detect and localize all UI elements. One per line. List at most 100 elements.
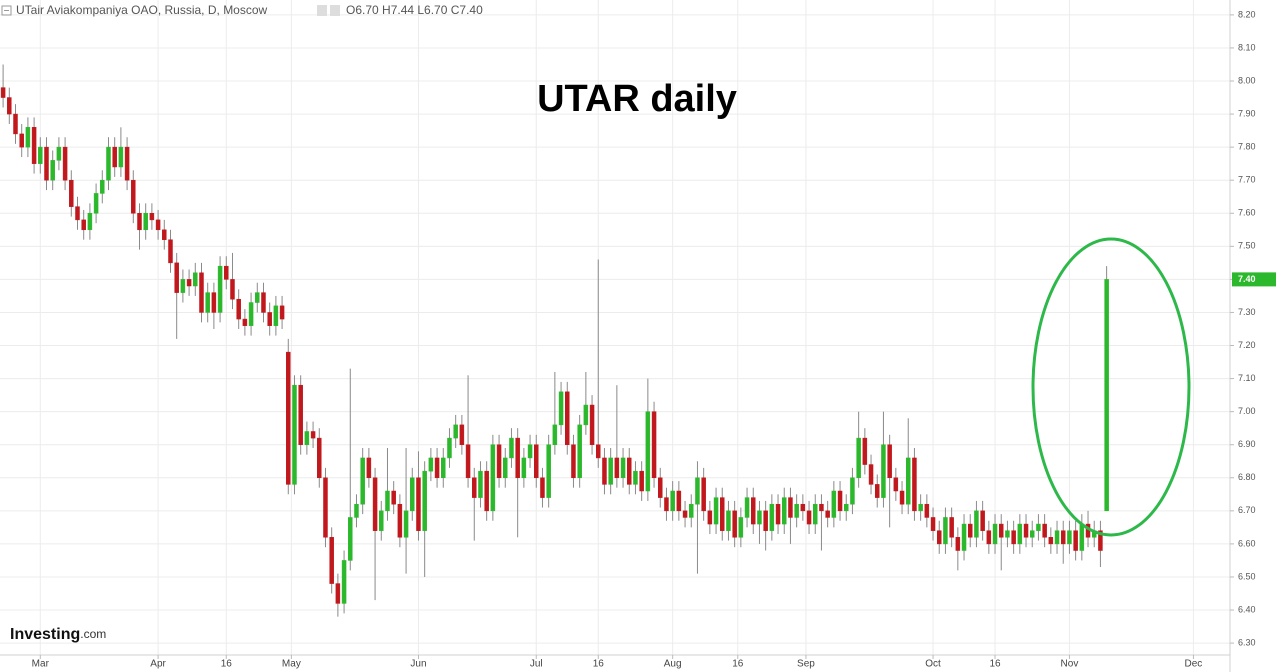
candle-body <box>360 457 365 505</box>
candle-body <box>211 292 217 313</box>
candle-body <box>856 437 861 479</box>
candle-body <box>341 560 347 604</box>
candle-body <box>25 127 31 148</box>
candle-body <box>261 292 266 313</box>
candle-body <box>1017 523 1023 545</box>
candle-body <box>1067 530 1072 545</box>
candle-body <box>868 464 874 485</box>
candle-body <box>124 146 130 181</box>
y-tick-label: 8.00 <box>1238 75 1256 85</box>
candle-body <box>403 510 409 538</box>
candle-body <box>472 477 477 498</box>
candle-body <box>986 530 992 545</box>
candle-body <box>1079 523 1085 551</box>
candle-body <box>546 444 551 498</box>
candle-body <box>317 437 322 479</box>
y-tick-label: 6.50 <box>1238 571 1256 581</box>
y-tick-label: 6.70 <box>1238 505 1256 515</box>
candle-body <box>279 305 285 320</box>
ohlc-label: O6.70 H7.44 L6.70 C7.40 <box>346 3 483 17</box>
candle-body <box>812 503 818 525</box>
candle-body <box>1023 523 1029 538</box>
candle-body <box>701 477 706 512</box>
y-tick-label: 7.70 <box>1238 175 1256 185</box>
candle-body <box>248 302 254 326</box>
candle-body <box>850 477 855 505</box>
x-tick-label: 16 <box>732 659 744 670</box>
candle-body <box>379 510 384 531</box>
candle-body <box>620 457 626 479</box>
y-tick-label: 7.10 <box>1238 373 1256 383</box>
candle-body <box>217 265 223 313</box>
candle-body <box>69 179 74 207</box>
candle-body <box>639 470 644 492</box>
candle-body <box>899 490 905 505</box>
candle-body <box>781 497 787 525</box>
candle-body <box>912 457 917 512</box>
candle-body <box>19 133 24 148</box>
candle-body <box>174 262 179 293</box>
y-tick-label: 6.60 <box>1238 538 1256 548</box>
candle-body <box>428 457 434 472</box>
candle-body <box>583 404 589 426</box>
candle-body <box>236 298 241 320</box>
candle-body <box>627 457 632 485</box>
candle-body <box>769 503 775 531</box>
candle-body <box>831 490 837 518</box>
candle-body <box>0 87 6 98</box>
candle-body <box>298 384 303 445</box>
candle-body <box>224 265 229 280</box>
candle-body <box>757 510 762 525</box>
candle-body <box>465 444 471 479</box>
candle-body <box>205 292 210 313</box>
candle-body <box>335 583 341 604</box>
candle-body <box>1042 523 1047 538</box>
candle-body <box>577 424 582 479</box>
candle-body <box>874 484 880 498</box>
y-tick-label: 6.30 <box>1238 637 1256 647</box>
last-price-label: 7.40 <box>1238 274 1256 284</box>
candle-body <box>887 444 892 479</box>
candle-body <box>1060 530 1066 545</box>
candle-body <box>168 239 173 264</box>
candle-body <box>50 160 55 181</box>
candle-body <box>515 437 520 479</box>
x-tick-label: Dec <box>1185 659 1203 670</box>
candle-body <box>193 272 198 287</box>
y-tick-label: 6.40 <box>1238 604 1256 614</box>
candle-body <box>453 424 458 439</box>
grid <box>0 0 1230 655</box>
x-tick-label: Sep <box>797 659 815 670</box>
candles <box>0 64 1109 617</box>
candle-body <box>763 510 768 531</box>
close-icon[interactable] <box>330 5 340 16</box>
candle-body <box>155 219 161 231</box>
candle-body <box>230 279 235 300</box>
candle-body <box>434 457 440 479</box>
candle-body <box>1036 523 1041 531</box>
candle-body <box>1029 530 1035 538</box>
candle-body <box>75 206 80 221</box>
candle-body <box>720 497 725 531</box>
candle-body <box>744 497 750 518</box>
candle-body <box>509 437 514 459</box>
candle-body <box>484 470 489 512</box>
candle-body <box>571 444 576 479</box>
candle-body <box>310 431 316 439</box>
candle-body <box>819 503 824 512</box>
watermark-suffix: .com <box>80 627 106 641</box>
settings-icon[interactable] <box>317 5 327 16</box>
collapse-icon[interactable] <box>1 5 12 16</box>
x-tick-label: Mar <box>32 659 50 670</box>
candle-body <box>800 503 806 512</box>
y-tick-label: 6.80 <box>1238 472 1256 482</box>
x-tick-label: 16 <box>221 659 233 670</box>
candle-body <box>1048 537 1054 545</box>
candle-body <box>348 517 353 561</box>
candle-body <box>490 444 496 512</box>
candle-body <box>1054 530 1060 545</box>
candle-body <box>93 193 99 214</box>
x-tick-label: Apr <box>150 659 166 670</box>
x-tick-label: Jul <box>530 659 543 670</box>
